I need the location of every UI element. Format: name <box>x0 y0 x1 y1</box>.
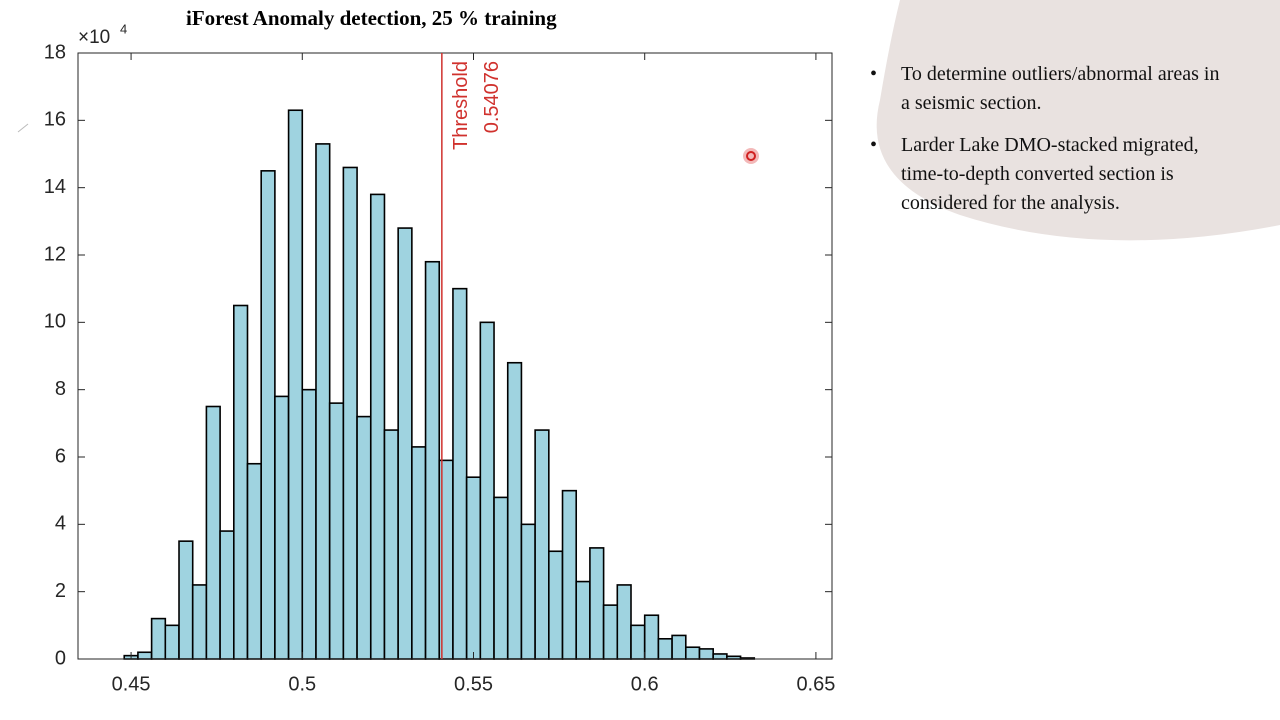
bar <box>178 540 194 660</box>
bar <box>424 260 441 660</box>
y-tick-label: 0 <box>55 647 66 669</box>
bar <box>397 227 413 660</box>
y-tick-label: 10 <box>44 311 66 333</box>
bar <box>205 405 221 660</box>
y-tick-label: 18 <box>44 41 66 63</box>
bar <box>328 402 345 660</box>
bar <box>630 624 646 660</box>
bar <box>671 634 687 660</box>
y-tick-label: 14 <box>44 176 66 198</box>
bar <box>287 109 304 660</box>
x-tick-label: 0.55 <box>454 673 493 695</box>
bullet: Larder Lake DMO-stacked migrated, time-t… <box>870 131 1220 218</box>
x-tick-label: 0.6 <box>631 673 659 695</box>
y-exponent-base: ×10 <box>78 27 110 48</box>
y-tick-label: 12 <box>44 243 66 265</box>
pointer-core <box>746 151 756 161</box>
bar <box>342 166 358 660</box>
bar <box>465 476 482 660</box>
y-tick-label: 8 <box>55 378 66 400</box>
y-tick-label: 6 <box>55 445 66 467</box>
bar <box>219 530 235 660</box>
x-tick-label: 0.5 <box>288 673 316 695</box>
x-tick-label: 0.45 <box>112 673 151 695</box>
bar <box>301 388 317 660</box>
bar <box>369 193 386 660</box>
bar <box>411 446 427 660</box>
bullet-list: To determine outliers/abnormal areas in … <box>870 60 1220 231</box>
pointer <box>743 148 759 164</box>
bar <box>164 624 180 660</box>
x-tick-label: 0.65 <box>796 673 835 695</box>
bar <box>575 580 591 660</box>
bar <box>506 361 523 660</box>
bar <box>232 304 249 660</box>
bar <box>520 523 536 660</box>
bar <box>684 646 701 660</box>
bar <box>315 143 331 660</box>
bar <box>493 496 509 660</box>
decoration <box>17 123 29 133</box>
threshold-value: 0.54076 <box>481 61 503 133</box>
axes-box <box>77 52 833 660</box>
bar <box>191 584 208 660</box>
bar <box>356 415 372 660</box>
bar <box>452 287 468 660</box>
bar <box>246 462 262 660</box>
bar <box>534 429 550 660</box>
bar <box>383 429 399 660</box>
bar <box>137 651 153 660</box>
chart-title: iForest Anomaly detection, 25 % training <box>186 6 557 30</box>
bar <box>561 489 578 660</box>
y-tick-label: 2 <box>55 580 66 602</box>
plot-area: 0 2 4 6 8 10 12 14 16 18 0.45 0.5 0.55 0.6 0.65 Thresho… <box>44 41 836 695</box>
bar <box>589 547 605 660</box>
bar <box>616 584 632 660</box>
bar <box>548 550 564 660</box>
bar <box>698 648 714 660</box>
y-exponent-power: 4 <box>120 21 127 36</box>
bar <box>643 614 660 660</box>
bar <box>274 395 290 660</box>
bar <box>150 617 167 660</box>
bar <box>260 170 276 660</box>
threshold-label: Threshold <box>450 61 472 150</box>
bar <box>657 637 673 660</box>
bar <box>479 321 495 660</box>
bullet: To determine outliers/abnormal areas in … <box>870 60 1220 118</box>
bar <box>602 604 619 660</box>
bar <box>712 653 728 660</box>
y-tick-label: 4 <box>55 513 66 535</box>
y-tick-label: 16 <box>44 109 66 131</box>
